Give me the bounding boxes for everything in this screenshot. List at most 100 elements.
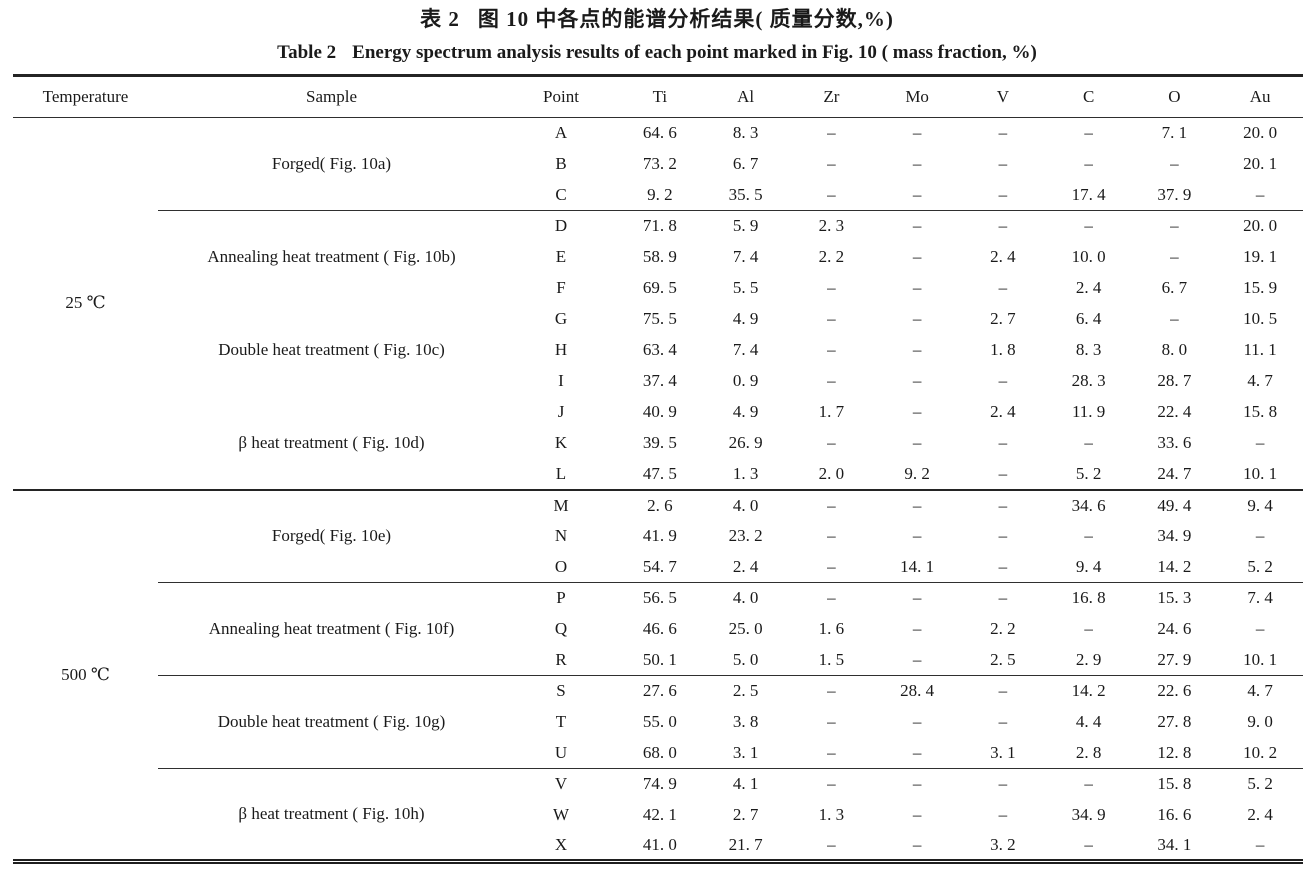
table-row: X 41. 0 21. 7 – – 3. 2 – 34. 1 – <box>13 831 1303 862</box>
value-cell: – <box>912 371 922 390</box>
value-cell: 58. 9 <box>642 247 677 266</box>
column-header-au: Au <box>1217 75 1303 118</box>
value-cell: – <box>827 556 836 576</box>
value-cell: 14. 1 <box>900 556 935 576</box>
value-cell: 34. 9 <box>1157 526 1192 545</box>
value-cell: 41. 0 <box>642 834 677 854</box>
value-cell: 54. 7 <box>642 556 677 576</box>
point-cell: C <box>555 184 567 204</box>
value-cell: 64. 6 <box>642 123 677 143</box>
value-cell: 4. 0 <box>702 488 789 521</box>
value-cell: 2. 6 <box>617 488 703 521</box>
value-cell: – <box>874 768 960 800</box>
value-cell: 20. 0 <box>1217 210 1303 242</box>
value-cell: 5. 0 <box>732 649 759 669</box>
value-cell: – <box>1170 154 1179 173</box>
value-cell: 4. 9 <box>732 402 759 421</box>
value-cell: – <box>998 278 1008 297</box>
value-cell: 5. 2 <box>1075 463 1102 483</box>
value-cell: 15. 3 <box>1131 582 1218 614</box>
value-cell: 4. 7 <box>1247 371 1273 390</box>
column-header-point: Point <box>505 75 617 118</box>
point-cell: I <box>558 371 564 390</box>
value-cell: 69. 5 <box>642 278 677 297</box>
value-cell: – <box>1084 123 1093 143</box>
table-row: β heat treatment ( Fig. 10d) J 40. 9 4. 9 1.… <box>13 397 1303 452</box>
value-cell: – <box>912 649 922 669</box>
value-cell: 20. 1 <box>1243 154 1278 173</box>
value-cell: 21. 7 <box>728 834 763 854</box>
value-cell: 10. 0 <box>1071 247 1106 266</box>
point-cell: X <box>554 834 568 854</box>
value-cell: 42. 1 <box>642 805 677 824</box>
column-header-ti: Ti <box>617 75 703 118</box>
value-cell: 2. 2 <box>990 619 1016 638</box>
value-cell: – <box>998 463 1008 483</box>
point-cell: Q <box>554 619 568 638</box>
value-cell: 12. 8 <box>1157 742 1192 762</box>
value-cell: – <box>827 834 836 854</box>
value-cell: 2. 0 <box>818 463 845 483</box>
value-cell: 27. 8 <box>1157 712 1192 731</box>
value-cell: 2. 8 <box>1075 742 1102 762</box>
value-cell: 16. 6 <box>1157 805 1192 824</box>
value-cell: 1. 3 <box>732 463 759 483</box>
value-cell: – <box>788 675 875 707</box>
value-cell: 33. 6 <box>1157 433 1192 452</box>
value-cell: 24. 7 <box>1157 463 1192 483</box>
value-cell: 2. 5 <box>990 649 1016 669</box>
value-cell: – <box>827 309 836 328</box>
value-cell: 4. 1 <box>702 768 789 800</box>
value-cell: 14. 2 <box>1157 556 1192 576</box>
value-cell: – <box>827 184 836 204</box>
value-cell: 1. 7 <box>818 402 845 421</box>
value-cell: 55. 0 <box>642 712 677 731</box>
value-cell: 17. 4 <box>1071 184 1106 204</box>
point-cell: S <box>505 675 617 707</box>
value-cell: 5. 5 <box>732 278 759 297</box>
value-cell: – <box>960 582 1046 614</box>
value-cell: – <box>912 742 922 762</box>
value-cell: 34. 1 <box>1157 834 1192 854</box>
value-cell: – <box>827 371 836 390</box>
value-cell: 2. 7 <box>732 805 759 824</box>
column-header-c: C <box>1045 75 1132 118</box>
table-row: Q 46. 6 25. 0 1. 6 – 2. 2 – 24. 6 – <box>13 614 1303 645</box>
value-cell: – <box>912 247 922 266</box>
column-header-sample: Sample <box>158 75 505 118</box>
value-cell: 9. 0 <box>1247 712 1273 731</box>
value-cell: – <box>1084 619 1093 638</box>
energy-spectrum-table: Temperature Sample Point Ti Al Zr Mo V C… <box>13 74 1303 864</box>
point-cell: J <box>557 402 565 421</box>
value-cell: 74. 9 <box>617 768 703 800</box>
value-cell: 39. 5 <box>642 433 677 452</box>
value-cell: 9. 4 <box>1217 488 1303 521</box>
sample-cell: Forged( Fig. 10a) <box>271 154 392 173</box>
value-cell: 4. 7 <box>1217 675 1303 707</box>
point-cell: P <box>505 582 617 614</box>
value-cell: 1. 3 <box>818 805 845 824</box>
value-cell: – <box>1084 433 1093 452</box>
value-cell: 9. 4 <box>1075 556 1102 576</box>
value-cell: 8. 3 <box>1075 340 1102 359</box>
value-cell: – <box>912 154 922 173</box>
value-cell: 56. 5 <box>617 582 703 614</box>
value-cell: 4. 9 <box>732 309 759 328</box>
value-cell: 7. 1 <box>1161 123 1188 143</box>
value-cell: 46. 6 <box>642 619 677 638</box>
sample-cell: β heat treatment ( Fig. 10h) <box>158 768 505 862</box>
column-header-v: V <box>960 75 1046 118</box>
point-cell: N <box>554 526 568 545</box>
point-cell: R <box>555 649 567 669</box>
point-cell: H <box>554 340 568 359</box>
value-cell: 47. 5 <box>642 463 677 483</box>
value-cell: – <box>1084 526 1093 545</box>
value-cell: 68. 0 <box>642 742 677 762</box>
value-cell: 71. 8 <box>617 210 703 242</box>
value-cell: – <box>874 488 960 521</box>
value-cell: 2. 5 <box>702 675 789 707</box>
value-cell: 2. 2 <box>818 247 845 266</box>
value-cell: 26. 9 <box>728 433 763 452</box>
value-cell: – <box>998 712 1008 731</box>
